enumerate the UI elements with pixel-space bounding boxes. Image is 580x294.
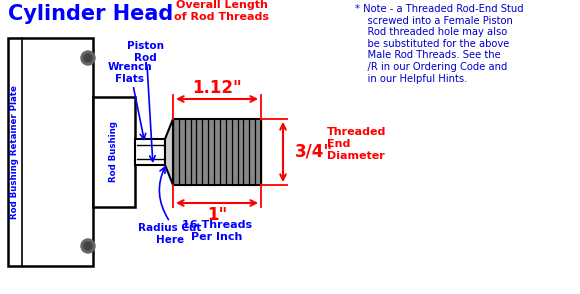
Text: 1.12": 1.12" (192, 79, 242, 97)
Text: Rod Bushing Retainer Plate: Rod Bushing Retainer Plate (10, 85, 20, 219)
Text: 3/4": 3/4" (295, 143, 333, 161)
Bar (8, 38, 93, 266)
Text: Threaded
End
Diameter: Threaded End Diameter (327, 127, 386, 161)
Text: Cylinder Head: Cylinder Head (8, 4, 173, 24)
Text: Wrench
Flats: Wrench Flats (108, 62, 153, 84)
Text: Radius Cut
Here: Radius Cut Here (138, 223, 202, 245)
Circle shape (84, 54, 92, 62)
Text: Rod Bushing: Rod Bushing (110, 121, 118, 183)
Text: Overall Length
of Rod Threads: Overall Length of Rod Threads (175, 0, 270, 21)
Bar (135, 139, 165, 165)
Text: Piston
Rod: Piston Rod (126, 41, 164, 63)
Text: 16 Threads
Per Inch: 16 Threads Per Inch (182, 220, 252, 242)
Circle shape (84, 242, 92, 250)
Polygon shape (165, 119, 173, 185)
Text: 1": 1" (207, 206, 227, 224)
Text: * Note - a Threaded Rod-End Stud
    screwed into a Female Piston
    Rod thread: * Note - a Threaded Rod-End Stud screwed… (355, 4, 524, 83)
Bar (93, 97, 135, 207)
Bar (173, 119, 261, 185)
Circle shape (81, 51, 95, 65)
Circle shape (81, 239, 95, 253)
